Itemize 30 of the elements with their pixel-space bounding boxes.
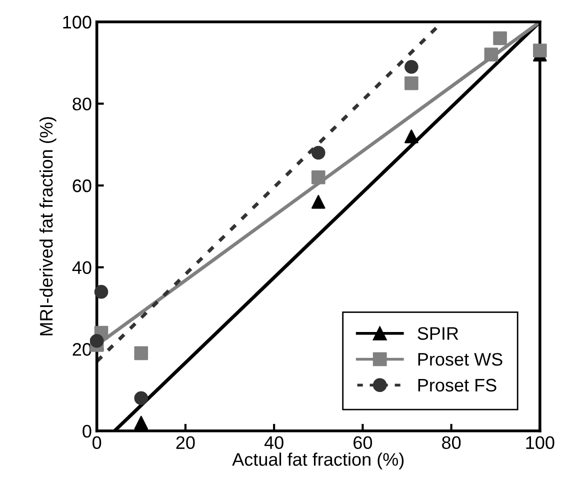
y-tick-label: 0 — [82, 424, 92, 438]
y-axis-title: MRI-derived fat fraction (%) — [39, 117, 56, 336]
x-tick-label: 0 — [92, 436, 102, 450]
point — [493, 31, 507, 46]
y-tick-label: 100 — [63, 16, 92, 29]
x-axis-title: Actual fat fraction (%) — [232, 452, 404, 470]
y-tick-label: 80 — [72, 98, 92, 110]
x-tick-label: 20 — [176, 436, 195, 450]
point — [404, 60, 418, 74]
point — [90, 334, 104, 348]
legend-label: Proset FS — [418, 378, 496, 392]
point — [311, 170, 326, 184]
point — [311, 146, 326, 160]
point — [404, 129, 418, 144]
legend-label: SPIR — [418, 327, 458, 340]
point — [404, 76, 418, 90]
point — [134, 391, 148, 406]
point — [134, 346, 148, 360]
x-tick-label: 80 — [442, 436, 461, 450]
x-tick-label: 40 — [264, 436, 284, 450]
point — [533, 44, 547, 58]
y-tick-label: 60 — [72, 179, 92, 192]
x-tick-label: 100 — [526, 436, 554, 450]
point — [134, 416, 148, 430]
legend-label: Proset WS — [418, 352, 502, 366]
point — [484, 48, 498, 62]
y-tick-label: 40 — [72, 261, 92, 274]
point — [311, 194, 326, 209]
x-tick-label: 60 — [354, 436, 372, 450]
point — [94, 284, 108, 299]
